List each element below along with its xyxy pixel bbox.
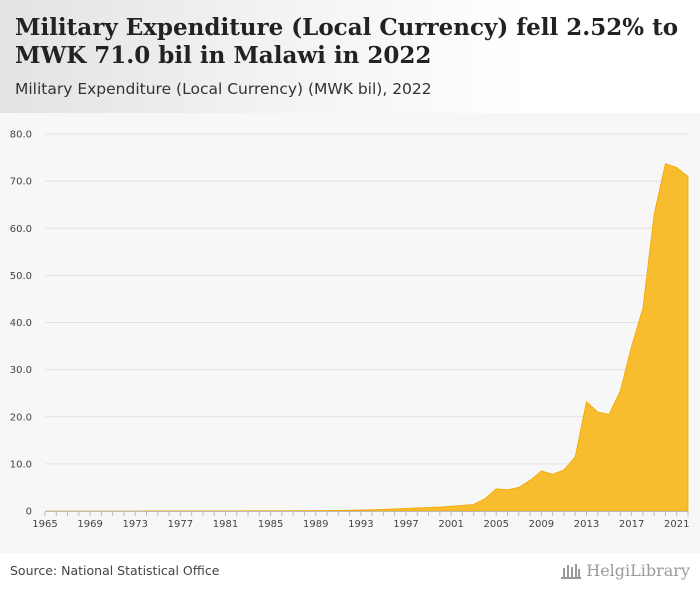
x-tick-label: 1993 [348, 519, 373, 530]
source-note: Source: National Statistical Office [10, 563, 220, 578]
y-tick-label: 70.0 [10, 177, 32, 188]
x-tick-label: 1977 [168, 519, 193, 530]
x-axis: 1965 1969 1973 1977 1981 1985 1989 1993 1997 2001… [32, 511, 689, 530]
y-tick-label: 0 [26, 507, 32, 518]
x-tick-label: 2013 [574, 519, 599, 530]
x-tick-label: 1985 [258, 519, 283, 530]
x-tick-label: 1997 [393, 519, 418, 530]
y-tick-label: 60.0 [10, 224, 32, 235]
x-tick-label: 2017 [619, 519, 644, 530]
chart-subtitle: Military Expenditure (Local Currency) (M… [15, 80, 432, 98]
x-tick-label: 1973 [123, 519, 148, 530]
y-tick-label: 80.0 [10, 130, 32, 141]
y-tick-label: 10.0 [10, 459, 32, 470]
grid-lines [45, 133, 688, 465]
y-tick-label: 20.0 [10, 412, 32, 423]
x-tick-label: 1965 [32, 519, 57, 530]
x-tick-label: 2009 [529, 519, 554, 530]
x-tick-label: 2005 [484, 519, 509, 530]
y-tick-label: 30.0 [10, 365, 32, 376]
series-area [45, 163, 689, 512]
y-axis: 0 10.0 20.0 30.0 40.0 50.0 60.0 70.0 80.0 [10, 130, 32, 518]
x-tick-label: 1989 [303, 519, 328, 530]
x-tick-label: 1981 [213, 519, 238, 530]
x-tick-label: 2001 [438, 519, 463, 530]
x-tick-label: 2021 [664, 519, 689, 530]
series-area-layer [45, 163, 689, 512]
y-tick-label: 40.0 [10, 318, 32, 329]
header: Military Expenditure (Local Currency) fe… [0, 0, 700, 113]
page-title: Military Expenditure (Local Currency) fe… [15, 14, 679, 69]
x-tick-label: 1969 [77, 519, 102, 530]
y-tick-label: 50.0 [10, 271, 32, 282]
library-building-icon [561, 563, 582, 579]
logo-text: HelgiLibrary [586, 561, 690, 580]
helgi-library-logo[interactable]: HelgiLibrary [560, 561, 690, 580]
